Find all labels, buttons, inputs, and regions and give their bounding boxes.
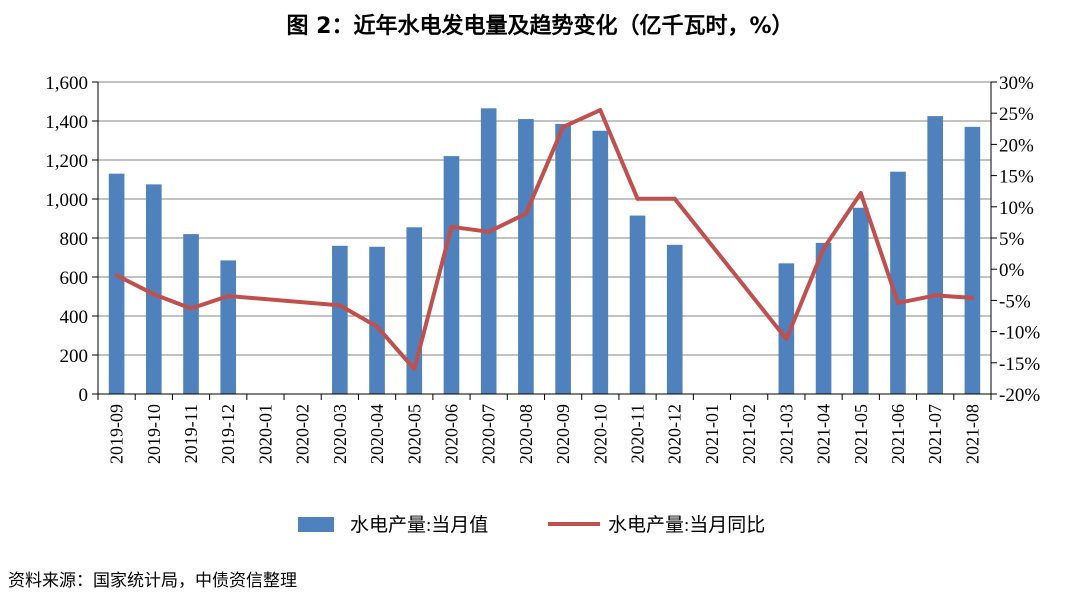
right-tick-label: 5% [999,229,1025,250]
line-point [598,108,603,113]
x-tick-label: 2021-04 [814,404,834,464]
left-tick-label: 1,200 [45,151,88,172]
line-point [858,191,863,196]
x-tick-label: 2021-05 [851,404,871,464]
bar [480,108,497,394]
right-tick-label: -20% [999,385,1040,406]
right-tick-label: 0% [999,260,1025,281]
left-tick-label: 1,000 [45,190,88,211]
bar [220,260,237,394]
bar [145,184,162,394]
line-layer [114,108,975,372]
bar [369,246,385,394]
bar [852,207,869,394]
right-tick-label: 25% [999,104,1034,125]
line-point [412,367,417,372]
right-tick-label: 10% [999,198,1034,219]
line-point [933,293,938,298]
x-tick-label: 2020-09 [553,404,573,464]
bar [183,234,199,394]
line-point [449,224,454,229]
x-tick-label: 2020-05 [404,404,424,464]
x-tick-label: 2021-07 [925,404,945,464]
x-tick-label: 2021-03 [776,404,796,464]
bar [332,245,348,394]
x-tick-label: 2020-10 [590,404,610,464]
chart: 0 200 400 600 800 1,000 1,200 1,400 1,600 -20% -15… [45,73,1040,536]
left-tick-label: 1,400 [45,112,88,133]
left-tick-label: 200 [60,346,89,367]
x-tick-label: 2020-01 [255,404,275,464]
legend-bar-label: 水电产量:当月值 [350,514,488,536]
left-tick-label: 1,600 [45,73,88,94]
line-point [895,300,900,305]
legend-line-label: 水电产量:当月同比 [608,514,765,536]
line-point [226,294,231,299]
line-point [375,324,380,329]
x-tick-label: 2020-08 [516,404,536,464]
x-tick-label: 2020-02 [293,404,313,464]
legend: 水电产量:当月值 水电产量:当月同比 [298,514,765,536]
x-tick-label: 2020-12 [665,404,685,464]
bar [890,171,906,394]
x-tick-label: 2020-03 [330,404,350,464]
x-tick-label: 2020-11 [628,404,648,463]
x-tick-label: 2021-01 [702,404,722,464]
x-tick-label: 2021-06 [888,404,908,464]
bar [964,126,981,394]
right-tick-label: -5% [999,291,1031,312]
x-tick-label: 2019-12 [218,404,238,464]
chart-title: 图 2：近年水电发电量及趋势变化（亿千瓦时，%） [286,14,794,39]
line-point [821,246,826,251]
left-tick-label: 600 [60,268,89,289]
right-tick-label: 30% [999,73,1034,94]
line-point [337,303,342,308]
bar [443,156,460,394]
x-tick-label: 2021-08 [962,404,982,464]
right-tick-label: 15% [999,167,1034,188]
bar [518,119,534,395]
bar [555,123,571,395]
source-note: 资料来源：国家统计局，中债资信整理 [8,571,297,591]
bar [629,215,646,394]
line-point [151,292,156,297]
line-point [523,211,528,216]
x-tick-label: 2021-02 [739,404,759,464]
right-tick-label: 20% [999,135,1034,156]
line-point [486,229,491,234]
line-point [189,306,194,311]
grid-layer [98,81,991,356]
bar [927,116,944,394]
bar [778,263,795,394]
bar [592,130,609,394]
line-point [784,337,789,342]
x-tick-label: 2019-11 [181,404,201,463]
line-point [970,295,975,300]
x-tick-label: 2020-06 [441,404,461,464]
x-tick-label: 2020-07 [479,404,499,464]
x-tick-label: 2019-09 [107,404,127,464]
yoy-line [115,108,973,371]
x-tick-label: 2019-10 [144,404,164,464]
right-tick-label: -15% [999,354,1040,375]
left-tick-label: 400 [60,307,89,328]
bar [815,242,832,394]
line-point [635,196,640,201]
line-point [114,273,119,278]
axis-layer: 0 200 400 600 800 1,000 1,200 1,400 1,600 -20% -15… [45,73,1040,464]
right-tick-label: -10% [999,323,1040,344]
legend-bar-swatch [298,517,334,532]
line-point [561,124,566,129]
bar [666,244,683,394]
bar-layer [108,108,981,395]
x-tick-label: 2020-04 [367,404,387,464]
bar [108,173,125,394]
left-tick-label: 0 [79,385,89,406]
left-tick-label: 800 [60,229,89,250]
line-point [672,196,677,201]
